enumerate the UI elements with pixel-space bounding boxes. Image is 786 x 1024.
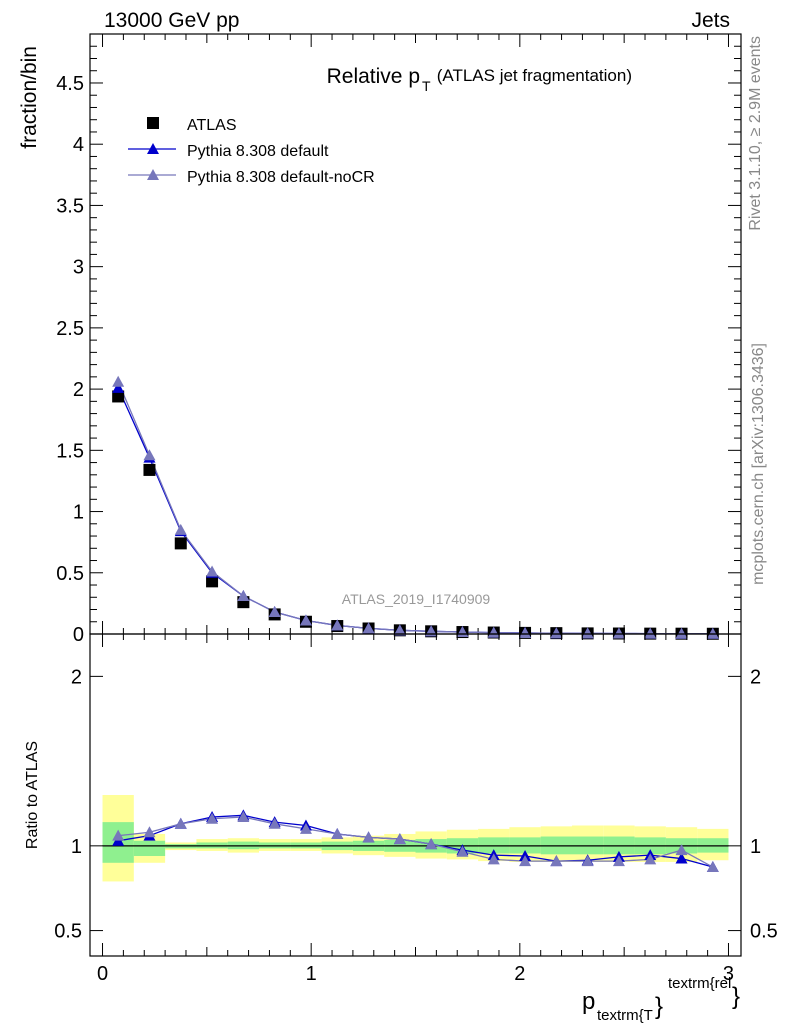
main-ytick-label: 4 — [73, 134, 84, 156]
header-right: Jets — [691, 9, 730, 32]
rivet-side-text: Rivet 3.1.10, ≥ 2.9M events — [747, 36, 764, 231]
mcplots-side-text: mcplots.cern.ch [arXiv:1306.3436] — [750, 343, 767, 585]
ratio-point-nocr — [706, 861, 719, 873]
ratio-point-nocr — [331, 827, 344, 839]
main-point-nocr — [268, 605, 281, 617]
main-point-nocr — [706, 627, 719, 639]
main-ytick-label: 3.5 — [56, 195, 84, 217]
main-point-nocr — [550, 627, 563, 639]
main-point-nocr — [237, 590, 250, 602]
main-ytick-label: 2.5 — [56, 318, 84, 340]
ratio-point-nocr — [425, 838, 438, 850]
atlas-point — [206, 575, 219, 588]
main-point-nocr — [393, 624, 406, 636]
main-point-nocr — [362, 622, 375, 634]
main-point-nocr — [112, 375, 125, 387]
main-point-nocr — [206, 565, 219, 577]
ratio-point-nocr — [487, 853, 500, 865]
ratio-xtick-label: 0 — [97, 963, 108, 985]
main-ytick-label: 4.5 — [56, 73, 84, 95]
ratio-point-nocr — [268, 817, 281, 829]
ratio-ytick-label: 0.5 — [54, 921, 82, 943]
ratio-ytick-label-right: 0.5 — [750, 921, 778, 943]
ratio-ylabel: Ratio to ATLAS — [24, 741, 41, 849]
main-ticks: 0 0.5 1 1.5 2 2.5 3 3.5 4 4.5 — [56, 33, 741, 646]
main-ytick-label: 2 — [73, 379, 84, 401]
legend-nocr-label: Pythia 8.308 default-noCR — [187, 169, 375, 186]
ratio-point-nocr — [174, 817, 187, 829]
ratio-plot-frame — [89, 633, 742, 957]
ratio-ytick-label: 2 — [71, 666, 82, 688]
ratio-point-nocr — [644, 853, 657, 865]
analysis-watermark: ATLAS_2019_I1740909 — [342, 591, 491, 607]
xlabel-brace: } — [655, 993, 663, 1020]
main-plot-frame-bg — [90, 34, 741, 634]
ratio-point-nocr — [299, 822, 312, 834]
header-left: 13000 GeV pp — [104, 9, 240, 32]
main-ytick-label: 0.5 — [56, 563, 84, 585]
main-ytick-label: 3 — [73, 257, 84, 279]
ratio-xtick-label: 3 — [723, 963, 734, 985]
legend-atlas-label: ATLAS — [187, 117, 237, 134]
main-point-nocr — [143, 449, 156, 461]
ratio-ticks: 0.5 0.5 1 1 2 2 0 1 2 3 — [54, 634, 778, 985]
main-panel: 0 0.5 1 1.5 2 2.5 3 3.5 4 4.5 Relative p T (ATLAS… — [18, 33, 742, 646]
ratio-point-nocr — [519, 855, 532, 867]
ratio-xtick-label: 1 — [306, 963, 317, 985]
ratio-point-nocr — [206, 812, 219, 824]
ratio-point-nocr — [612, 855, 625, 867]
main-point-nocr — [581, 627, 594, 639]
legend-nocr-marker — [147, 169, 159, 180]
ratio-point-default — [675, 852, 688, 864]
main-point-nocr — [299, 614, 312, 626]
xlabel-subscript: textrm{T — [597, 1007, 653, 1024]
ratio-point-nocr — [550, 855, 563, 867]
ratio-point-nocr — [237, 811, 250, 823]
ratio-uncertainty-bands — [102, 795, 729, 882]
atlas-point — [112, 390, 125, 403]
ratio-marks — [112, 809, 719, 873]
main-title: Relative p — [327, 65, 420, 88]
main-point-nocr — [612, 627, 625, 639]
ratio-point-nocr — [112, 829, 125, 841]
main-point-nocr — [487, 626, 500, 638]
ratio-point-nocr — [456, 845, 469, 857]
atlas-point — [143, 463, 156, 476]
main-ytick-label: 1.5 — [56, 440, 84, 462]
ratio-point-nocr — [143, 826, 156, 838]
main-title-rest: (ATLAS jet fragmentation) — [432, 66, 632, 85]
atlas-point — [174, 537, 187, 550]
main-point-nocr — [519, 627, 532, 639]
ratio-panel: 0.5 0.5 1 1 2 2 0 1 2 3 Ratio to ATLAS p textrm{T… — [24, 633, 778, 1024]
xlabel-sup-brace: } — [732, 983, 740, 1010]
ratio-ytick-label-right: 1 — [750, 836, 761, 858]
ratio-ytick-label: 1 — [71, 836, 82, 858]
main-title-subscript: T — [422, 78, 431, 94]
ratio-ytick-label-right: 2 — [750, 666, 761, 688]
main-ytick-label: 0 — [73, 624, 84, 646]
legend-atlas-marker — [147, 117, 159, 129]
main-point-nocr — [174, 523, 187, 535]
xlabel-main: p — [582, 988, 595, 1015]
legend: ATLAS Pythia 8.308 default Pythia 8.308 … — [128, 117, 375, 186]
main-point-default — [112, 381, 125, 393]
xlabel-superscript: textrm{rel — [668, 975, 731, 992]
ratio-point-nocr — [675, 844, 688, 856]
legend-default-label: Pythia 8.308 default — [187, 143, 329, 160]
ratio-point-nocr — [362, 831, 375, 843]
main-ytick-label: 1 — [73, 502, 84, 524]
legend-default-marker — [147, 143, 159, 154]
main-ylabel: fraction/bin — [18, 46, 41, 149]
main-point-nocr — [675, 627, 688, 639]
ratio-point-nocr — [393, 833, 406, 845]
ratio-point-nocr — [581, 855, 594, 867]
main-point-nocr — [331, 619, 344, 631]
band-inner — [133, 840, 166, 857]
ratio-xtick-label: 2 — [514, 963, 525, 985]
main-point-nocr — [644, 627, 657, 639]
